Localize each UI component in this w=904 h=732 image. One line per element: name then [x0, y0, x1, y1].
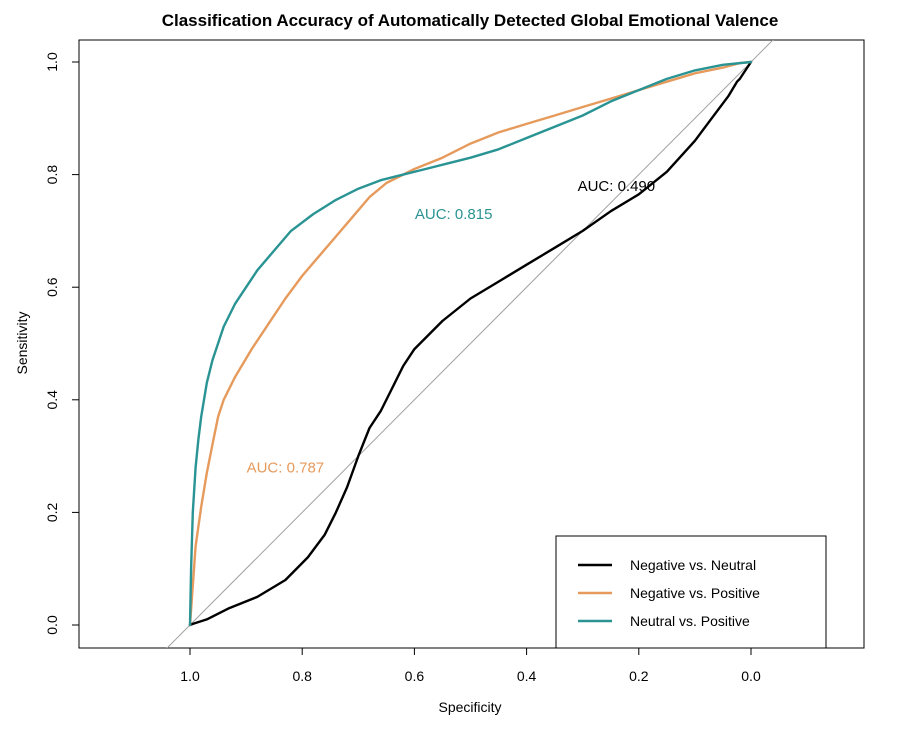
y-tick-label: 0.8 — [44, 165, 60, 185]
x-tick-label: 1.0 — [180, 668, 200, 684]
legend: Negative vs. Neutral Negative vs. Positiv… — [555, 535, 827, 649]
legend-label-2: Negative vs. Positive — [630, 585, 760, 601]
x-tick-label: 0.2 — [629, 668, 649, 684]
x-axis: 1.0 0.8 0.6 0.4 0.2 0.0 — [180, 647, 761, 684]
legend-label-1: Negative vs. Neutral — [630, 557, 756, 573]
y-tick-label: 0.2 — [44, 502, 60, 522]
y-axis: 0.0 0.2 0.4 0.6 0.8 1.0 — [44, 52, 80, 635]
x-tick-label: 0.4 — [517, 668, 537, 684]
x-tick-label: 0.6 — [405, 668, 425, 684]
plot-area: 1.0 0.8 0.6 0.4 0.2 0.0 0.0 0.2 0.4 0.6 0.8 1.0 AUC:… — [44, 39, 865, 684]
series-line-3 — [188, 60, 753, 627]
legend-label-3: Neutral vs. Positive — [630, 613, 750, 629]
x-tick-label: 0.8 — [292, 668, 312, 684]
chart-title: Classification Accuracy of Automatically… — [162, 11, 779, 30]
y-axis-label: Sensitivity — [14, 311, 30, 374]
y-tick-label: 0.4 — [44, 390, 60, 410]
series-line-1 — [188, 60, 753, 627]
reference-diagonal-line — [166, 40, 774, 648]
auc-annotation-2: AUC: 0.787 — [247, 459, 325, 476]
auc-annotation-1: AUC: 0.490 — [578, 178, 656, 195]
auc-annotation-3: AUC: 0.815 — [415, 206, 493, 223]
x-tick-label: 0.0 — [741, 668, 761, 684]
x-axis-label: Specificity — [438, 699, 501, 715]
y-tick-label: 0.0 — [44, 615, 60, 635]
y-tick-label: 1.0 — [44, 52, 60, 72]
y-tick-label: 0.6 — [44, 277, 60, 297]
